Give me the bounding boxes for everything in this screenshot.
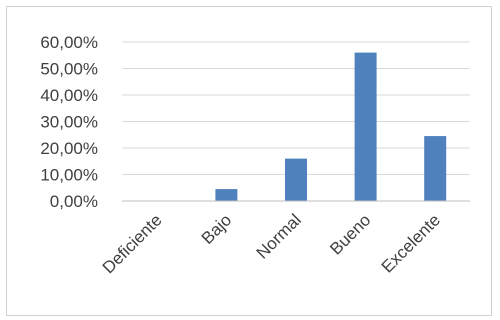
y-tick-label: 0,00% — [50, 192, 98, 211]
bars — [215, 52, 447, 201]
bar-bueno — [354, 52, 377, 201]
x-label-bueno: Bueno — [326, 210, 374, 258]
bar-excelente — [424, 136, 447, 201]
y-tick-label: 30,00% — [40, 113, 98, 132]
grid-lines — [122, 41, 470, 175]
x-axis-labels: Deficiente Bajo Normal Bueno Excelente — [99, 210, 444, 277]
x-label-normal: Normal — [253, 210, 305, 262]
x-label-bajo: Bajo — [198, 210, 235, 247]
y-tick-label: 20,00% — [40, 139, 98, 158]
y-axis-ticks: 60,00% 50,00% 40,00% 30,00% 20,00% 10,00% 0,00… — [40, 33, 98, 211]
x-label-excelente: Excelente — [378, 210, 444, 276]
y-tick-label: 40,00% — [40, 86, 98, 105]
y-tick-label: 10,00% — [40, 166, 98, 185]
y-tick-label: 50,00% — [40, 60, 98, 79]
x-label-deficiente: Deficiente — [99, 210, 166, 277]
bar-normal — [285, 158, 307, 201]
y-tick-label: 60,00% — [40, 33, 98, 52]
bar-bajo — [215, 189, 238, 201]
chart-frame — [6, 6, 492, 316]
